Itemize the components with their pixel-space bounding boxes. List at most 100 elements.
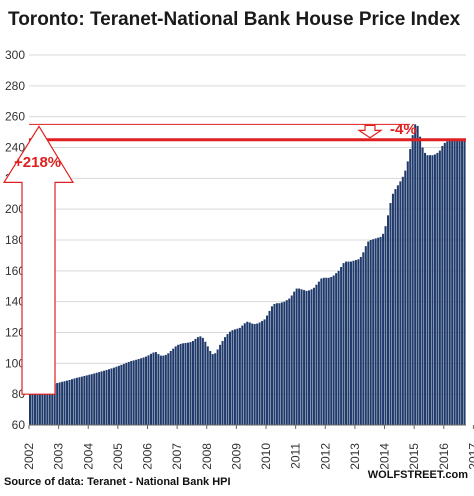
- bar: [335, 273, 338, 425]
- bar: [364, 246, 367, 425]
- bar: [261, 320, 264, 425]
- bar: [332, 275, 335, 425]
- bar: [70, 379, 73, 425]
- bar: [221, 340, 224, 425]
- down-arrow: [357, 124, 383, 139]
- bar: [115, 366, 118, 425]
- bar: [137, 359, 140, 425]
- bar: [288, 298, 291, 425]
- bar: [219, 344, 222, 425]
- bar: [90, 374, 93, 425]
- bar: [416, 125, 419, 426]
- bar: [154, 352, 157, 425]
- x-tick-label: 2006: [141, 443, 155, 470]
- bar: [396, 185, 399, 425]
- source-note: Source of data: Teranet - National Bank …: [4, 476, 231, 488]
- bar: [127, 361, 130, 425]
- bar: [189, 342, 192, 425]
- chart-title: Toronto: Teranet-National Bank House Pri…: [8, 9, 461, 30]
- y-tick-label: 200: [5, 202, 25, 216]
- bar: [51, 384, 54, 425]
- bar: [145, 356, 148, 425]
- bar: [214, 353, 217, 425]
- bar: [177, 344, 180, 425]
- bar: [310, 289, 313, 425]
- bar: [372, 239, 375, 425]
- bar: [135, 359, 138, 425]
- bar: [394, 189, 397, 425]
- bar: [258, 322, 261, 425]
- bar: [303, 290, 306, 425]
- bar: [461, 140, 464, 425]
- bar: [391, 193, 394, 425]
- bar: [411, 135, 414, 425]
- bar: [211, 354, 214, 425]
- bar: [295, 288, 298, 425]
- bar: [78, 377, 81, 425]
- bar: [38, 388, 41, 425]
- bar: [379, 236, 382, 425]
- bar: [290, 295, 293, 425]
- bar: [298, 288, 301, 425]
- watermark: WOLFSTREET.com: [368, 469, 468, 481]
- bar: [448, 140, 451, 425]
- bar: [320, 278, 323, 425]
- bar: [164, 354, 167, 425]
- bar: [140, 358, 143, 425]
- bar: [317, 281, 320, 425]
- bar: [438, 150, 441, 426]
- y-tick-label: 240: [5, 141, 25, 155]
- bar: [307, 290, 311, 425]
- bar: [453, 140, 456, 425]
- bar: [268, 310, 271, 425]
- bar: [179, 343, 182, 425]
- x-tick-label: 2004: [81, 443, 95, 470]
- bar: [182, 343, 185, 425]
- y-tick-label: 140: [5, 295, 25, 309]
- bar: [66, 380, 69, 425]
- bar: [367, 241, 370, 425]
- bar: [231, 330, 234, 425]
- y-tick-label: 280: [5, 79, 25, 93]
- bar: [275, 303, 278, 425]
- bar: [201, 337, 204, 425]
- bar: [352, 260, 355, 425]
- bar: [280, 302, 283, 425]
- bar: [433, 154, 436, 425]
- x-tick-label: 2012: [318, 443, 332, 470]
- bar: [431, 155, 434, 426]
- x-tick-label: 2007: [170, 443, 184, 470]
- bar: [386, 215, 390, 425]
- y-tick-label: 160: [5, 264, 25, 278]
- bar: [389, 203, 392, 425]
- bar: [33, 390, 36, 425]
- bar: [68, 379, 71, 425]
- x-tick-label: 2014: [378, 443, 392, 470]
- bar: [75, 377, 78, 425]
- x-tick-label: 2005: [111, 443, 125, 470]
- bar: [103, 370, 106, 425]
- y-tick-label: 300: [5, 48, 25, 62]
- bar: [100, 371, 103, 425]
- x-tick-label: 2015: [407, 443, 421, 470]
- bar: [63, 381, 66, 425]
- bar: [327, 277, 330, 425]
- bar: [401, 176, 404, 425]
- bar: [342, 263, 345, 425]
- bar: [105, 369, 108, 425]
- bar: [443, 142, 446, 425]
- bar: [354, 260, 357, 425]
- x-tick-label: 2009: [229, 443, 243, 470]
- bar: [283, 301, 286, 425]
- bar: [209, 351, 212, 425]
- x-axis: 2002 2003 2004 2005 2006 2007 2008 2009 2010 2011…: [22, 424, 474, 470]
- decrease-annotation: -4%: [390, 121, 417, 138]
- y-tick-label: 120: [5, 326, 25, 340]
- bar: [315, 284, 318, 425]
- x-tick-label: 2003: [52, 443, 66, 470]
- bar: [369, 240, 372, 425]
- bar: [347, 261, 350, 425]
- bar: [36, 389, 39, 425]
- bar: [224, 337, 227, 425]
